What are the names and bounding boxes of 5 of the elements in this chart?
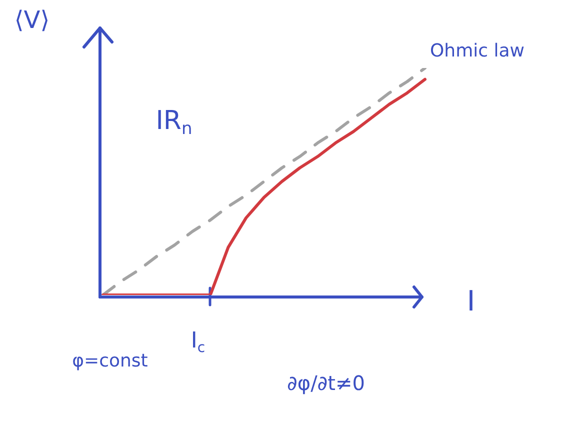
text: ∂φ/∂t≠0: [287, 371, 365, 396]
x-axis-title: I: [466, 284, 476, 318]
text: φ=const: [72, 350, 148, 372]
y-axis-title: ⟨V⟩: [14, 6, 50, 34]
series-label: Ohmic law: [430, 40, 524, 62]
